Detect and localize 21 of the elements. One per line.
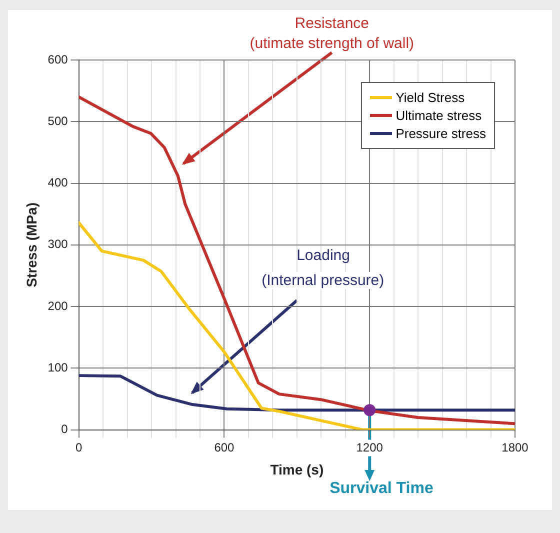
y-tick-label: 100 bbox=[48, 360, 68, 374]
x-axis-title: Time (s) bbox=[270, 461, 324, 478]
annotation: Survival Time bbox=[330, 480, 434, 498]
y-tick-label: 400 bbox=[48, 176, 68, 190]
text: (utimate strength of wall) bbox=[250, 34, 414, 52]
legend-label: Ultimate stress bbox=[396, 108, 482, 123]
legend-label: Pressure stress bbox=[396, 126, 486, 141]
y-tick-label: 600 bbox=[48, 52, 68, 66]
y-axis-title: Stress (MPa) bbox=[23, 202, 40, 288]
x-tick-label: 1200 bbox=[356, 440, 384, 454]
annotation: Loading bbox=[296, 247, 350, 264]
x-tick-label: 600 bbox=[214, 440, 235, 454]
y-tick-label: 500 bbox=[48, 114, 68, 128]
y-tick-label: 200 bbox=[48, 298, 68, 313]
text: Resistance bbox=[294, 14, 369, 32]
legend-label: Yield Stress bbox=[396, 90, 465, 105]
annotation: (Internal pressure) bbox=[262, 272, 384, 289]
y-tick-label: 0 bbox=[61, 422, 68, 436]
x-tick-label: 1800 bbox=[502, 440, 529, 454]
x-tick-label: 0 bbox=[75, 440, 82, 454]
y-tick-label: 300 bbox=[48, 237, 68, 252]
